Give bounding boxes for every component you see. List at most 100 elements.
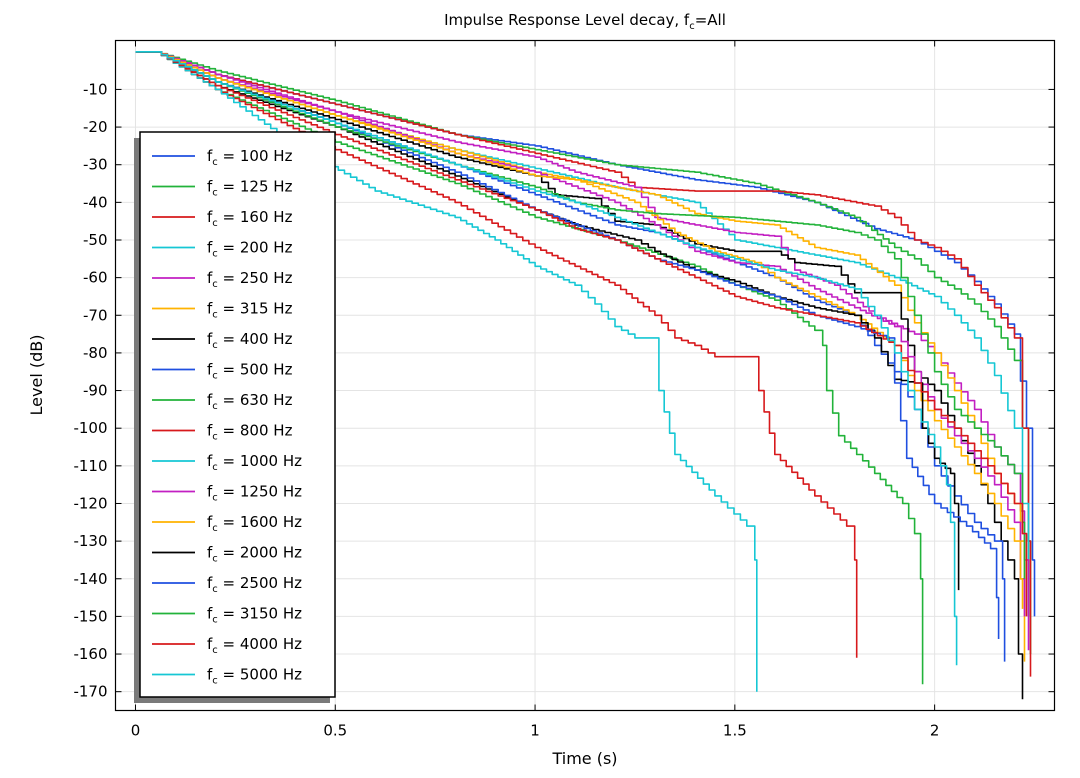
legend-label-sub: c <box>212 249 218 260</box>
legend-item: fc = 100 Hz <box>152 147 293 168</box>
y-tick-label: -60 <box>83 269 108 287</box>
x-axis-label: Time (s) <box>551 749 617 768</box>
legend-label-rest: = 4000 Hz <box>218 635 302 653</box>
x-tick-label: 0.5 <box>323 722 347 740</box>
legend-item: fc = 250 Hz <box>152 269 293 290</box>
legend-label-main: f <box>207 178 213 196</box>
legend-label-rest: = 250 Hz <box>218 269 293 287</box>
legend-label: fc = 315 Hz <box>207 300 293 321</box>
legend-label-sub: c <box>212 554 218 565</box>
legend-label: fc = 1000 Hz <box>207 452 302 473</box>
legend-label-sub: c <box>212 676 218 687</box>
legend-item: fc = 630 Hz <box>152 391 293 412</box>
legend-label-rest: = 1250 Hz <box>218 483 302 501</box>
legend-item: fc = 1250 Hz <box>152 483 302 504</box>
legend-label-sub: c <box>212 645 218 656</box>
legend-label-rest: = 400 Hz <box>218 330 293 348</box>
legend-label-sub: c <box>212 462 218 473</box>
legend-item: fc = 315 Hz <box>152 300 293 321</box>
series-line-4000-hz <box>135 51 1028 617</box>
legend-item: fc = 4000 Hz <box>152 635 302 656</box>
legend-label-rest: = 160 Hz <box>218 208 293 226</box>
legend-label: fc = 2000 Hz <box>207 544 302 565</box>
title-prefix: Impulse Response Level decay, f <box>444 11 690 29</box>
legend-label-main: f <box>207 666 213 684</box>
title-suffix: =All <box>695 11 726 29</box>
y-tick-label: -90 <box>83 382 108 400</box>
x-tick-label: 2 <box>930 722 940 740</box>
legend-label: fc = 125 Hz <box>207 178 293 199</box>
legend-item: fc = 2000 Hz <box>152 544 302 565</box>
legend-label-main: f <box>207 635 213 653</box>
legend-item: fc = 1600 Hz <box>152 513 302 534</box>
title-sub: c <box>689 21 695 32</box>
legend-label-sub: c <box>212 432 218 443</box>
legend-label-sub: c <box>212 493 218 504</box>
legend-label-rest: = 315 Hz <box>218 300 293 318</box>
legend-label-rest: = 100 Hz <box>218 147 293 165</box>
y-axis-label: Level (dB) <box>27 335 46 416</box>
series-line-1600-hz <box>135 51 1024 609</box>
legend-label-sub: c <box>212 310 218 321</box>
legend-label-main: f <box>207 269 213 287</box>
y-tick-label: -30 <box>83 156 108 174</box>
y-tick-label: -160 <box>73 645 107 663</box>
plot-series <box>135 51 1036 700</box>
plot-frame <box>114 39 1056 712</box>
legend-label: fc = 5000 Hz <box>207 666 302 687</box>
legend-label: fc = 100 Hz <box>207 147 293 168</box>
legend-label: fc = 1250 Hz <box>207 483 302 504</box>
y-tick-label: -110 <box>73 457 107 475</box>
legend-item: fc = 5000 Hz <box>152 666 302 687</box>
legend-label: fc = 800 Hz <box>207 422 293 443</box>
series-line-5000-hz <box>135 51 958 666</box>
legend-label-main: f <box>207 391 213 409</box>
series-line-3150-hz <box>135 51 1026 579</box>
legend-label-main: f <box>207 422 213 440</box>
y-tick-label: -70 <box>83 306 108 324</box>
legend-label-main: f <box>207 574 213 592</box>
legend-label-rest: = 2000 Hz <box>218 544 302 562</box>
legend-label: fc = 160 Hz <box>207 208 293 229</box>
legend-label-rest: = 3150 Hz <box>218 605 302 623</box>
legend-label: fc = 2500 Hz <box>207 574 302 595</box>
legend-item: fc = 200 Hz <box>152 239 293 260</box>
legend-label: fc = 500 Hz <box>207 361 293 382</box>
legend-item: fc = 800 Hz <box>152 422 293 443</box>
legend-label-rest: = 800 Hz <box>218 422 293 440</box>
y-tick-label: -100 <box>73 419 107 437</box>
legend-label-main: f <box>207 208 213 226</box>
legend-item: fc = 160 Hz <box>152 208 293 229</box>
legend-label-sub: c <box>212 584 218 595</box>
legend-label-sub: c <box>212 279 218 290</box>
legend-label: fc = 250 Hz <box>207 269 293 290</box>
x-tick-label: 1.5 <box>723 722 747 740</box>
legend-item: fc = 3150 Hz <box>152 605 302 626</box>
y-tick-label: -120 <box>73 494 107 512</box>
legend-label-main: f <box>207 300 213 318</box>
series-line-1000-hz <box>135 51 758 692</box>
x-tick-label: 0 <box>131 722 141 740</box>
chart-title: Impulse Response Level decay, fc=All <box>444 11 726 32</box>
legend-item: fc = 400 Hz <box>152 330 293 351</box>
legend-label-rest: = 1600 Hz <box>218 513 302 531</box>
legend-label-sub: c <box>212 371 218 382</box>
legend-label-main: f <box>207 483 213 501</box>
legend-label: fc = 4000 Hz <box>207 635 302 656</box>
legend-box <box>139 131 336 698</box>
y-tick-label: -10 <box>83 80 108 98</box>
legend-label-sub: c <box>212 340 218 351</box>
axis-ticks: 0 0.5 1 1.5 2 -10 -20 -30 -40 -50 -60 -70 -80 -90 -100… <box>73 40 1055 740</box>
y-tick-label: -150 <box>73 607 107 625</box>
y-tick-label: -40 <box>83 193 108 211</box>
legend-label-main: f <box>207 147 213 165</box>
legend-label-main: f <box>207 452 213 470</box>
series-line-160-hz <box>135 51 1032 677</box>
legend-label-sub: c <box>212 401 218 412</box>
legend-label-rest: = 500 Hz <box>218 361 293 379</box>
legend-item: fc = 125 Hz <box>152 178 293 199</box>
legend-label-main: f <box>207 513 213 531</box>
legend-item: fc = 1000 Hz <box>152 452 302 473</box>
legend-label-main: f <box>207 544 213 562</box>
